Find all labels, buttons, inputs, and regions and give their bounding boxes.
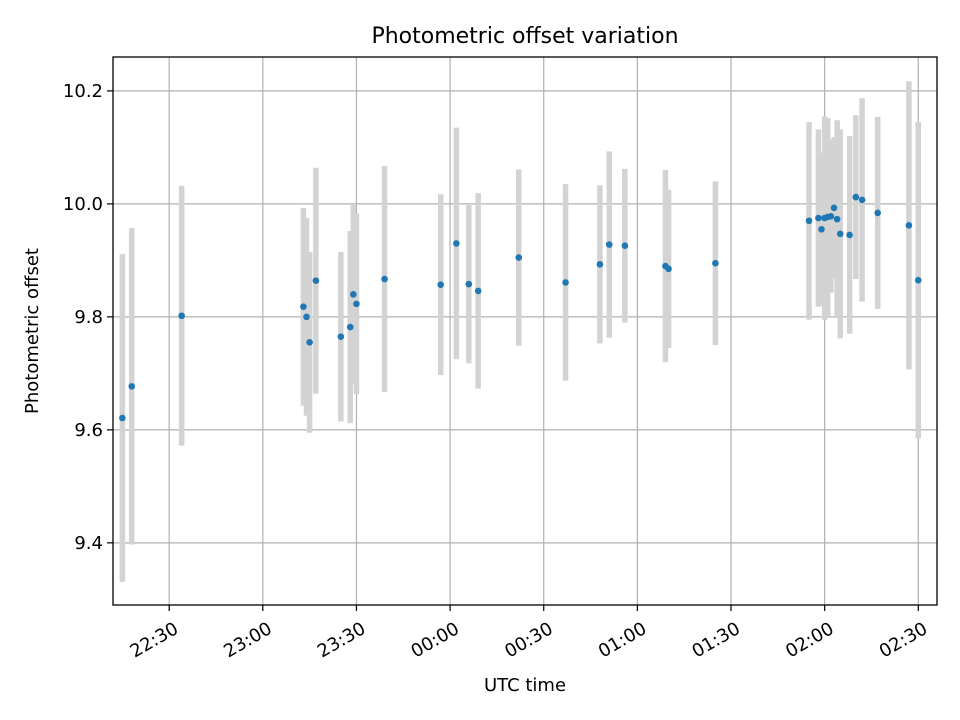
data-point — [858, 196, 866, 204]
data-point — [312, 277, 320, 285]
data-point — [914, 276, 922, 284]
data-point — [815, 214, 822, 222]
data-point — [381, 275, 388, 283]
x-tick-label: 00:00 — [408, 618, 463, 662]
data-point — [818, 226, 825, 233]
data-point — [515, 254, 523, 261]
data-point — [846, 231, 853, 239]
x-tick-label: 00:30 — [501, 618, 556, 662]
x-tick-label: 02:30 — [876, 618, 931, 662]
data-point — [453, 240, 460, 247]
y-tick-label: 9.8 — [74, 307, 103, 328]
data-point — [596, 261, 604, 268]
data-point — [805, 217, 813, 225]
data-point — [178, 312, 185, 320]
data-point — [621, 242, 629, 249]
data-point — [852, 193, 860, 201]
data-point — [833, 215, 841, 223]
x-tick-label: 02:00 — [782, 618, 837, 662]
data-point — [874, 209, 881, 217]
y-axis-ticks: 9.4 9.6 9.8 10.0 10.2 — [63, 81, 113, 554]
data-point — [128, 383, 136, 390]
y-axis-label: Photometric offset — [22, 248, 43, 414]
data-point — [827, 213, 835, 220]
data-point — [465, 280, 473, 288]
x-tick-label: 22:30 — [127, 618, 182, 662]
chart-title: Photometric offset variation — [371, 24, 678, 49]
data-point — [337, 333, 345, 340]
x-axis-label: UTC time — [484, 675, 566, 696]
data-point — [562, 279, 569, 286]
data-point — [303, 313, 310, 321]
error-bars — [119, 81, 922, 582]
data-point — [300, 303, 307, 311]
grid — [113, 57, 937, 605]
data-point — [474, 287, 482, 295]
data-point — [306, 338, 313, 346]
data-point — [353, 300, 360, 308]
x-tick-label: 01:00 — [595, 618, 650, 662]
y-tick-label: 9.6 — [74, 420, 103, 441]
plot-frame — [112, 56, 938, 606]
data-point — [350, 290, 357, 298]
y-tick-label: 10.0 — [63, 194, 103, 215]
data-point — [605, 241, 613, 248]
y-tick-label: 10.2 — [63, 81, 103, 102]
data-point — [830, 204, 838, 212]
data-point — [437, 281, 445, 288]
x-tick-label: 23:00 — [220, 618, 275, 662]
data-point — [905, 222, 913, 229]
data-point — [119, 414, 126, 422]
x-tick-label: 23:30 — [314, 618, 369, 662]
data-point — [836, 230, 844, 238]
x-axis-ticks: 22:30 23:00 23:30 00:00 00:30 01:00 01:30 02:00… — [127, 605, 931, 662]
data-point — [346, 323, 354, 331]
data-point — [712, 259, 719, 267]
y-tick-label: 9.4 — [74, 533, 103, 554]
x-tick-label: 01:30 — [688, 618, 743, 662]
data-point — [665, 265, 672, 273]
data-points — [119, 193, 922, 422]
